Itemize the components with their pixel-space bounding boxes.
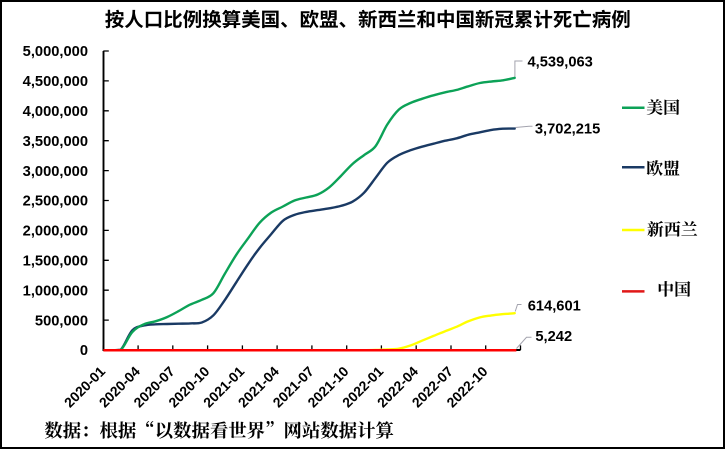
svg-text:4,000,000: 4,000,000 — [23, 104, 88, 120]
svg-text:2,500,000: 2,500,000 — [23, 194, 88, 210]
svg-text:500,000: 500,000 — [35, 313, 88, 329]
svg-text:4,500,000: 4,500,000 — [23, 74, 88, 90]
svg-text:1,000,000: 1,000,000 — [23, 283, 88, 299]
svg-text:5,242: 5,242 — [535, 329, 572, 345]
svg-text:1,500,000: 1,500,000 — [23, 254, 88, 270]
svg-text:2,000,000: 2,000,000 — [23, 224, 88, 240]
svg-text:3,000,000: 3,000,000 — [23, 164, 88, 180]
svg-text:4,539,063: 4,539,063 — [528, 55, 593, 71]
svg-text:3,500,000: 3,500,000 — [23, 134, 88, 150]
svg-text:614,601: 614,601 — [528, 299, 581, 315]
svg-text:5,000,000: 5,000,000 — [23, 44, 88, 60]
svg-text:0: 0 — [80, 343, 88, 359]
svg-text:3,702,215: 3,702,215 — [535, 121, 600, 137]
